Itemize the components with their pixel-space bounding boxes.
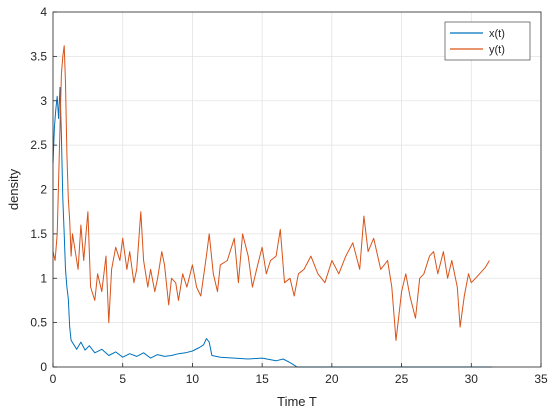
y-tick-label-0: 0	[40, 360, 47, 374]
tick-labels: 0 5 10 15 20 25 30 35 0 0.5 1 1.5 2 2.5 3 3.5 4	[30, 5, 548, 386]
y-tick-label-1: 0.5	[30, 316, 47, 330]
series-lines	[52, 45, 493, 368]
y-axis-label: density	[6, 168, 21, 210]
x-tick-label-1: 5	[119, 372, 126, 386]
x-tick-label-5: 25	[395, 372, 409, 386]
grid	[52, 11, 542, 368]
y-tick-label-8: 4	[40, 5, 47, 19]
y-tick-label-3: 1.5	[30, 227, 47, 241]
x-tick-label-3: 15	[255, 372, 269, 386]
x-tick-label-2: 10	[186, 372, 200, 386]
x-tick-label-7: 35	[534, 372, 548, 386]
y-tick-label-5: 2.5	[30, 138, 47, 152]
legend-label-x: x(t)	[489, 28, 505, 40]
legend: x(t) y(t)	[444, 21, 531, 61]
y-tick-label-4: 2	[40, 183, 47, 197]
y-tick-label-2: 1	[40, 271, 47, 285]
legend-box	[444, 21, 531, 61]
y-tick-label-7: 3.5	[30, 49, 47, 63]
x-tick-label-0: 0	[50, 372, 57, 386]
y-tick-label-6: 3	[40, 94, 47, 108]
x-tick-label-4: 20	[325, 372, 339, 386]
series-line-0	[52, 86, 493, 368]
series-line-1	[52, 45, 490, 341]
x-tick-label-6: 30	[465, 372, 479, 386]
x-axis-label: Time T	[277, 394, 317, 409]
legend-label-y: y(t)	[489, 44, 505, 56]
